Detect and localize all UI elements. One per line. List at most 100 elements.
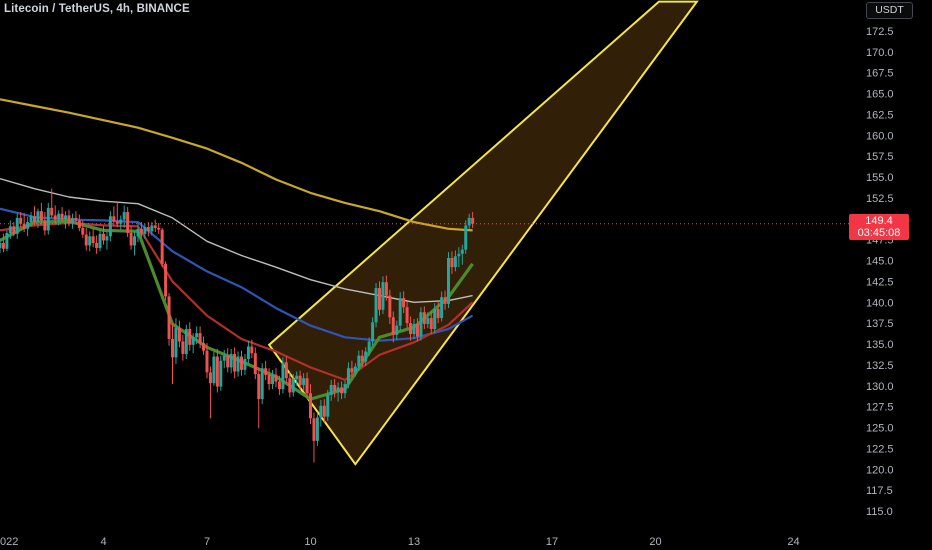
price-tick-label: 137.5 bbox=[866, 318, 894, 330]
price-tick-label: 120.0 bbox=[866, 464, 894, 476]
candle bbox=[326, 389, 330, 421]
candle bbox=[391, 311, 395, 343]
price-tick-label: 135.0 bbox=[866, 339, 894, 351]
candles bbox=[0, 188, 475, 463]
candle bbox=[402, 291, 406, 314]
candle bbox=[84, 227, 88, 251]
candle bbox=[288, 372, 292, 398]
candle bbox=[212, 351, 216, 386]
price-tick-label: 125.0 bbox=[866, 423, 894, 435]
price-tick-label: 165.0 bbox=[866, 89, 894, 101]
candle bbox=[8, 220, 12, 239]
candle bbox=[336, 382, 340, 402]
candle bbox=[1, 233, 5, 253]
candle bbox=[450, 251, 454, 274]
price-tick-label: 142.5 bbox=[866, 276, 894, 288]
candle bbox=[322, 399, 326, 423]
candle bbox=[371, 317, 375, 346]
last-price-tag: 149.4 03:45:08 bbox=[849, 214, 909, 240]
candle bbox=[160, 227, 164, 268]
moving-average-line bbox=[0, 207, 474, 342]
candle bbox=[381, 276, 385, 314]
candle bbox=[436, 301, 440, 324]
candle bbox=[0, 238, 2, 253]
candle bbox=[53, 205, 57, 225]
price-tick-label: 140.0 bbox=[866, 297, 894, 309]
candle bbox=[412, 318, 416, 339]
candle bbox=[57, 210, 61, 226]
candle bbox=[5, 230, 9, 252]
candle bbox=[277, 375, 281, 395]
bar-countdown: 03:45:08 bbox=[857, 227, 901, 239]
time-axis[interactable]: 022 4 7 10 13 17 20 24 bbox=[0, 536, 800, 548]
candle bbox=[126, 207, 130, 238]
candle bbox=[67, 209, 71, 227]
candle bbox=[195, 326, 199, 344]
candle bbox=[74, 211, 78, 224]
candle bbox=[33, 206, 36, 226]
price-tick-label: 122.5 bbox=[866, 443, 894, 455]
candle bbox=[233, 347, 237, 379]
candle bbox=[243, 354, 247, 375]
price-tick-label: 145.0 bbox=[866, 256, 894, 268]
candle bbox=[153, 219, 157, 233]
time-tick-label: 022 bbox=[0, 536, 18, 548]
price-tick-label: 130.0 bbox=[866, 381, 894, 393]
candle bbox=[395, 320, 399, 340]
candle bbox=[250, 339, 254, 359]
candle bbox=[350, 360, 354, 378]
wedge-pattern-drawing[interactable] bbox=[267, 0, 699, 466]
price-tick-label: 117.5 bbox=[866, 485, 893, 497]
candle bbox=[419, 307, 423, 341]
candle bbox=[12, 222, 16, 237]
candle bbox=[174, 318, 178, 365]
candle bbox=[460, 244, 464, 265]
candle bbox=[22, 212, 26, 233]
candle bbox=[226, 348, 230, 373]
candle bbox=[457, 247, 461, 268]
candle bbox=[60, 207, 64, 223]
candle bbox=[253, 347, 257, 380]
moving-average-line bbox=[0, 98, 473, 232]
candle bbox=[43, 212, 47, 236]
candle bbox=[70, 213, 74, 229]
candle bbox=[302, 373, 306, 391]
candle bbox=[181, 334, 185, 361]
price-tick-label: 167.5 bbox=[866, 68, 894, 80]
candle bbox=[315, 412, 319, 446]
candle bbox=[298, 370, 302, 390]
candle bbox=[64, 211, 68, 229]
candle bbox=[329, 379, 333, 401]
candle bbox=[208, 366, 212, 419]
candle bbox=[422, 306, 426, 329]
candle bbox=[374, 283, 378, 328]
candle bbox=[46, 202, 50, 235]
candle bbox=[15, 213, 19, 239]
candle bbox=[77, 214, 81, 232]
candle bbox=[102, 226, 105, 245]
currency-button[interactable]: USDT bbox=[866, 2, 913, 19]
candle bbox=[81, 220, 85, 238]
candle bbox=[129, 226, 133, 250]
candle bbox=[346, 362, 350, 389]
candle bbox=[105, 232, 109, 250]
candle bbox=[429, 311, 433, 334]
symbol-title[interactable]: Litecoin / TetherUS, 4h, BINANCE bbox=[4, 3, 190, 15]
candle bbox=[171, 323, 174, 385]
time-tick-label: 10 bbox=[304, 536, 316, 548]
time-tick-label: 7 bbox=[204, 536, 210, 548]
candle bbox=[39, 202, 43, 225]
candle bbox=[108, 211, 112, 242]
candle bbox=[26, 217, 30, 237]
candle bbox=[398, 292, 402, 331]
candle bbox=[236, 351, 240, 377]
candle bbox=[388, 289, 392, 324]
candle bbox=[467, 213, 471, 230]
candle bbox=[167, 293, 171, 346]
candle bbox=[312, 412, 316, 463]
candle bbox=[257, 368, 261, 429]
candle bbox=[136, 222, 140, 243]
candle bbox=[305, 372, 309, 399]
candle bbox=[271, 369, 275, 390]
